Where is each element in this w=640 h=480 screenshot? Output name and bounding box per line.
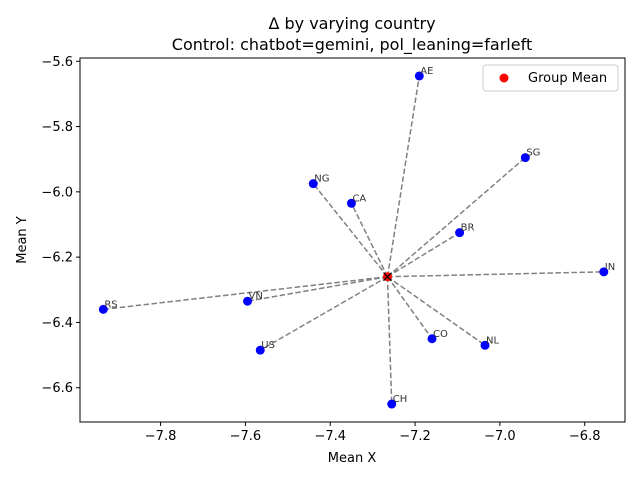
point-label: BR xyxy=(461,223,475,234)
x-axis-ticks: −7.8 −7.6 −7.4 −7.2 −7.0 −6.8 xyxy=(145,422,601,444)
x-tick-label: −7.0 xyxy=(484,429,516,444)
point-label: SG xyxy=(526,148,540,159)
point-label: NL xyxy=(486,335,499,346)
data-point xyxy=(599,267,609,277)
connector-line xyxy=(350,202,389,278)
connector-line xyxy=(386,276,433,340)
connector-line xyxy=(312,183,389,278)
data-points: AE SG NG CA BR IN VN RS CO NL US CH xyxy=(98,66,615,409)
point-label: RS xyxy=(104,299,117,310)
y-tick-label: −6.4 xyxy=(41,316,73,331)
y-axis-label: Mean Y xyxy=(15,216,30,264)
data-point xyxy=(414,71,424,81)
data-point xyxy=(243,296,253,306)
connector-line xyxy=(386,276,393,405)
connector-line xyxy=(387,271,604,278)
y-tick-label: −5.6 xyxy=(41,55,73,70)
point-label: AE xyxy=(420,66,433,77)
chart-title-line2: Control: chatbot=gemini, pol_leaning=far… xyxy=(172,35,532,55)
y-axis-ticks: −6.6 −6.4 −6.2 −6.0 −5.8 −5.6 xyxy=(41,55,80,396)
data-point xyxy=(520,153,530,163)
x-tick-label: −6.8 xyxy=(569,429,601,444)
point-label: VN xyxy=(249,291,263,302)
legend-box xyxy=(482,64,619,92)
x-tick-label: −7.6 xyxy=(230,429,262,444)
data-point xyxy=(480,340,490,350)
x-tick-label: −7.8 xyxy=(145,429,177,444)
connector-line xyxy=(259,276,388,351)
legend-label: Group Mean xyxy=(528,71,607,86)
point-label: CO xyxy=(433,329,448,340)
data-point xyxy=(308,179,318,189)
y-tick-label: −6.0 xyxy=(41,185,73,200)
legend: Group Mean xyxy=(482,64,619,92)
plot-frame xyxy=(79,57,626,423)
connector-lines xyxy=(103,75,604,405)
point-label: US xyxy=(261,340,275,351)
x-tick-label: −7.2 xyxy=(399,429,431,444)
x-tick-label: −7.4 xyxy=(314,429,346,444)
legend-marker xyxy=(499,73,509,83)
data-point xyxy=(255,345,265,355)
group-mean-marker xyxy=(383,272,392,282)
data-point xyxy=(455,228,465,238)
chart-title-line1: Δ by varying country xyxy=(268,14,435,33)
y-tick-label: −6.2 xyxy=(41,251,73,266)
y-tick-label: −5.8 xyxy=(41,120,73,135)
data-point xyxy=(387,399,397,409)
data-point xyxy=(346,198,356,208)
x-axis-label: Mean X xyxy=(328,451,377,466)
point-label: CA xyxy=(352,193,366,204)
connector-line xyxy=(387,232,460,278)
data-point xyxy=(98,304,108,314)
point-label: IN xyxy=(605,262,615,273)
point-label: CH xyxy=(393,394,408,405)
data-point xyxy=(427,334,437,344)
connector-line xyxy=(387,276,486,346)
plot-area xyxy=(80,58,625,422)
point-label: NG xyxy=(314,174,329,185)
connector-line xyxy=(386,157,526,278)
y-tick-label: −6.6 xyxy=(41,381,73,396)
connector-line xyxy=(386,75,421,277)
